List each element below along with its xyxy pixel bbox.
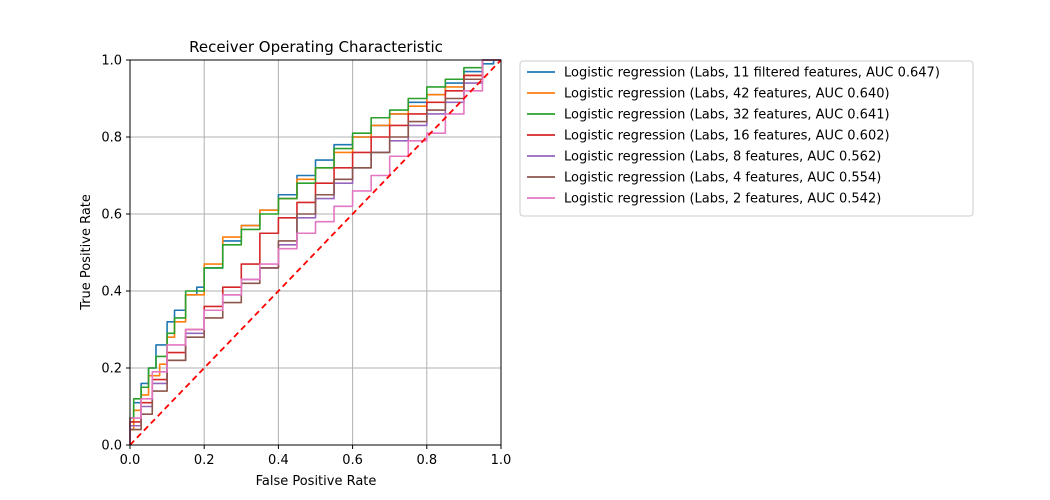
legend-entry: Logistic regression (Labs, 16 features, … [564,129,890,144]
legend-box [519,60,974,217]
series-line-3 [129,59,501,445]
x-tick-label: 0.2 [194,453,215,468]
legend-entry: Logistic regression (Labs, 4 features, A… [564,171,881,186]
x-tick-label: 0.6 [342,453,363,468]
y-tick-label: 0.0 [101,439,122,454]
y-tick-label: 0.4 [101,285,122,300]
legend-entry: Logistic regression (Labs, 8 features, A… [564,150,881,165]
legend: Logistic regression (Labs, 11 filtered f… [519,60,974,217]
legend-entry: Logistic regression (Labs, 2 features, A… [564,192,881,207]
plot-frame [129,59,502,446]
x-tick-label: 0.0 [120,453,141,468]
x-tick-label: 0.4 [268,453,289,468]
legend-entry: Logistic regression (Labs, 32 features, … [564,108,890,123]
y-tick-label: 0.8 [101,131,122,146]
series-layer [129,59,502,446]
y-tick-label: 0.2 [101,362,122,377]
y-axis-label: True Positive Rate [79,194,94,311]
chart-title: Receiver Operating Characteristic [189,38,443,56]
legend-entry: Logistic regression (Labs, 11 filtered f… [564,66,940,81]
legend-entry: Logistic regression (Labs, 42 features, … [564,87,890,102]
x-tick-label: 0.8 [416,453,437,468]
x-tick-label: 1.0 [491,453,512,468]
axis-ticks: 0.0 0.2 0.4 0.6 0.8 1.0 0.0 0.2 0.4 0.6 0.8 1.0 [101,54,511,469]
y-tick-label: 1.0 [101,54,122,69]
x-axis-label: False Positive Rate [256,474,377,489]
y-tick-label: 0.6 [101,208,122,223]
series-line-7 [129,59,501,445]
chance-line [129,59,502,446]
